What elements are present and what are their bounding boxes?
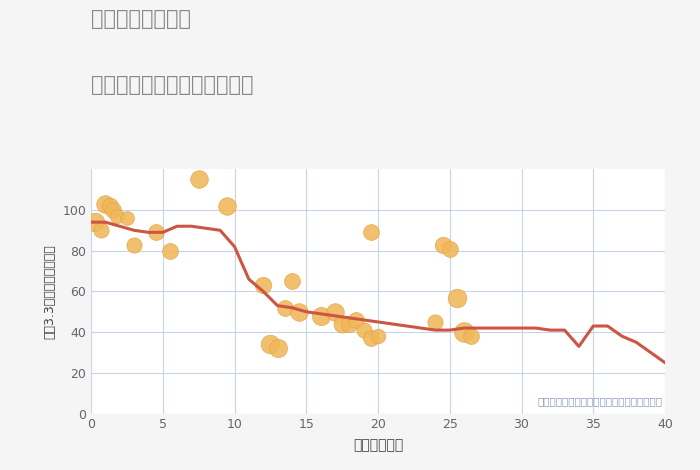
Point	[107, 206, 118, 214]
Point	[365, 335, 377, 342]
Point	[351, 316, 362, 324]
Point	[111, 212, 122, 220]
Point	[430, 318, 441, 326]
Point	[150, 228, 161, 236]
Text: 築年数別中古マンション価格: 築年数別中古マンション価格	[91, 75, 253, 95]
Point	[458, 329, 470, 336]
Point	[104, 202, 116, 210]
Point	[90, 219, 101, 226]
Text: 千葉県市原市諏訪: 千葉県市原市諏訪	[91, 9, 191, 30]
Point	[222, 202, 233, 210]
Point	[265, 341, 276, 348]
Point	[286, 277, 297, 285]
Point	[293, 308, 304, 315]
Point	[365, 228, 377, 236]
Y-axis label: 坪（3.3㎡）単価（万円）: 坪（3.3㎡）単価（万円）	[43, 244, 57, 339]
Point	[279, 304, 290, 312]
Point	[315, 312, 326, 320]
Point	[358, 326, 370, 334]
Point	[337, 320, 348, 328]
Point	[164, 247, 176, 254]
Point	[129, 241, 140, 248]
X-axis label: 築年数（年）: 築年数（年）	[353, 439, 403, 453]
Point	[95, 227, 106, 234]
Point	[437, 241, 448, 248]
Point	[330, 308, 341, 315]
Point	[121, 214, 132, 222]
Point	[466, 332, 477, 340]
Point	[452, 294, 463, 301]
Point	[344, 320, 355, 328]
Point	[444, 245, 456, 252]
Point	[99, 200, 111, 208]
Point	[372, 332, 384, 340]
Point	[258, 282, 269, 289]
Point	[193, 176, 204, 183]
Point	[272, 345, 283, 352]
Text: 円の大きさは、取引のあった物件面積を示す: 円の大きさは、取引のあった物件面積を示す	[537, 397, 662, 407]
